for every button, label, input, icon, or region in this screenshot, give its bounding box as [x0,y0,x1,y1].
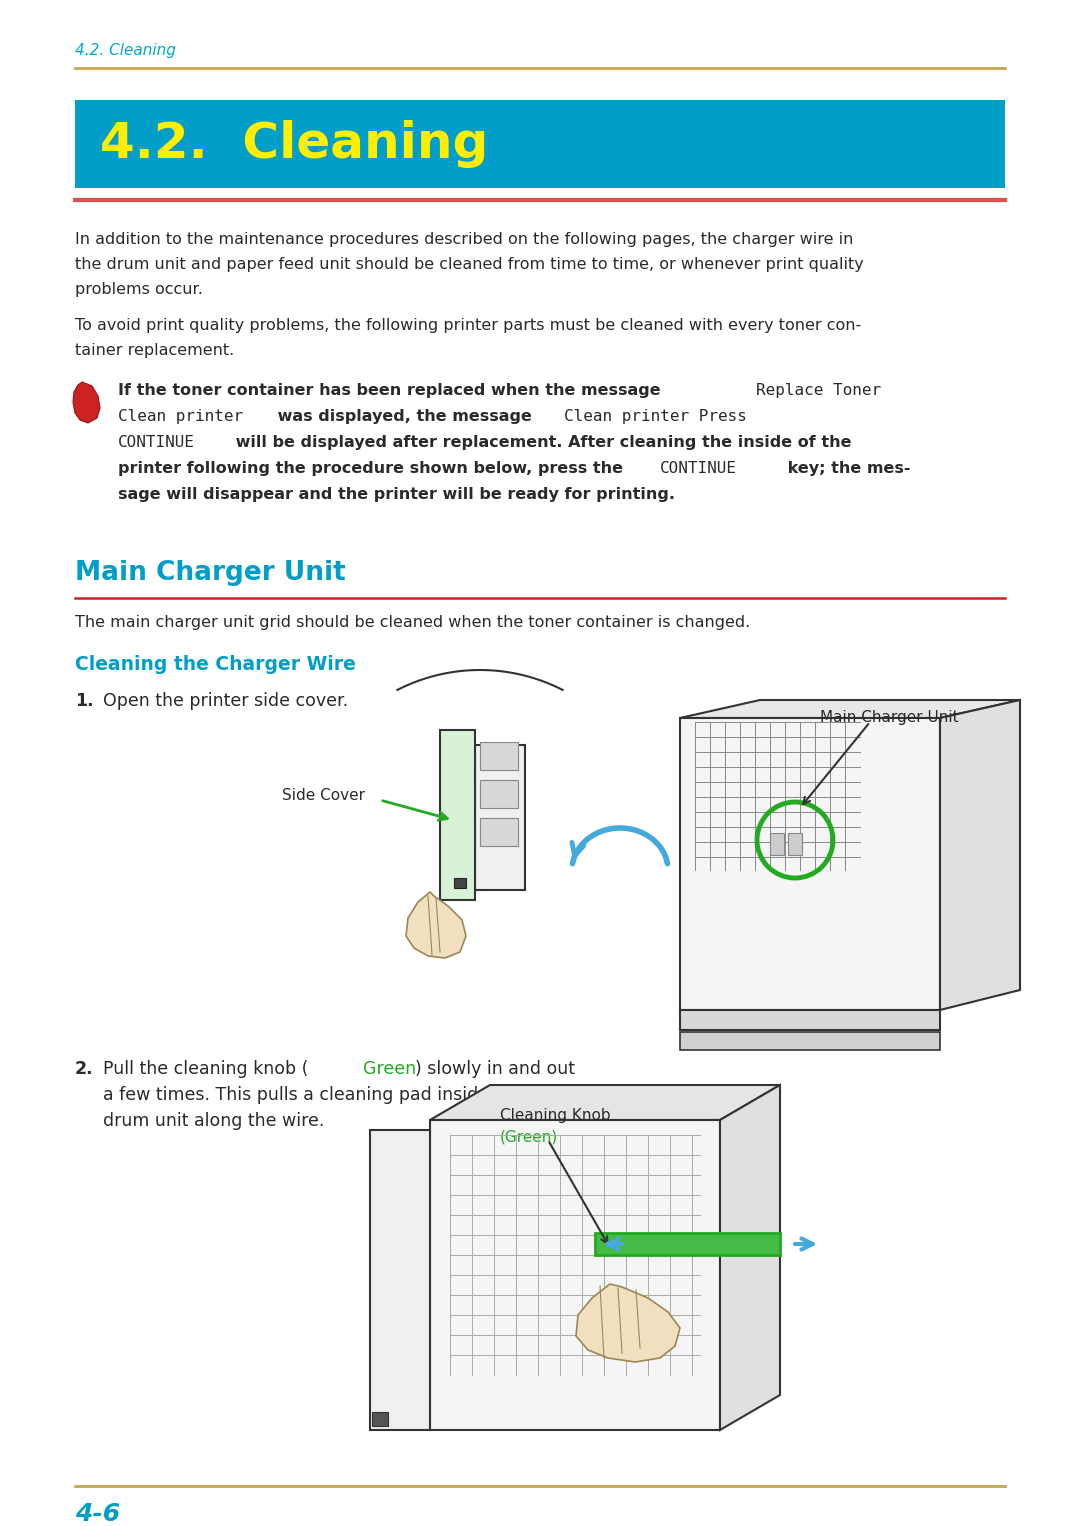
Text: 1.: 1. [75,691,94,710]
Polygon shape [475,745,525,890]
Text: The main charger unit grid should be cleaned when the toner container is changed: The main charger unit grid should be cle… [75,615,751,630]
Text: drum unit along the wire.: drum unit along the wire. [103,1112,324,1129]
FancyBboxPatch shape [480,780,518,807]
Text: (Green): (Green) [500,1129,558,1144]
Text: Cleaning the Charger Wire: Cleaning the Charger Wire [75,655,356,674]
Text: Pull the cleaning knob (: Pull the cleaning knob ( [103,1061,309,1077]
Text: Main Charger Unit: Main Charger Unit [820,710,959,725]
Text: Clean printer Press: Clean printer Press [564,409,747,424]
Text: a few times. This pulls a cleaning pad inside the: a few times. This pulls a cleaning pad i… [103,1087,523,1103]
Polygon shape [73,382,100,423]
Text: the drum unit and paper feed unit should be cleaned from time to time, or whenev: the drum unit and paper feed unit should… [75,256,864,272]
FancyBboxPatch shape [595,1233,780,1254]
Text: In addition to the maintenance procedures described on the following pages, the : In addition to the maintenance procedure… [75,232,853,247]
Text: will be displayed after replacement. After cleaning the inside of the: will be displayed after replacement. Aft… [230,435,851,450]
Text: Side Cover: Side Cover [282,787,365,803]
Text: Open the printer side cover.: Open the printer side cover. [103,691,348,710]
Polygon shape [940,700,1020,1010]
Text: Replace Toner: Replace Toner [756,383,881,398]
FancyBboxPatch shape [454,877,465,888]
Text: To avoid print quality problems, the following printer parts must be cleaned wit: To avoid print quality problems, the fol… [75,317,861,333]
Text: Cleaning Knob: Cleaning Knob [500,1108,610,1123]
Polygon shape [430,1120,720,1430]
Text: 4.2. Cleaning: 4.2. Cleaning [75,43,176,58]
Polygon shape [680,719,940,1010]
FancyBboxPatch shape [680,1032,940,1050]
Text: problems occur.: problems occur. [75,282,203,298]
Polygon shape [430,1085,780,1120]
FancyBboxPatch shape [770,833,784,855]
Text: If the toner container has been replaced when the message: If the toner container has been replaced… [118,383,661,398]
Text: Clean printer: Clean printer [118,409,243,424]
Polygon shape [406,893,465,958]
Text: ) slowly in and out: ) slowly in and out [415,1061,575,1077]
FancyBboxPatch shape [372,1412,388,1425]
Text: sage will disappear and the printer will be ready for printing.: sage will disappear and the printer will… [118,487,675,502]
Polygon shape [680,700,1020,719]
Text: Main Charger Unit: Main Charger Unit [75,560,346,586]
Text: was displayed, the message: was displayed, the message [272,409,531,424]
FancyBboxPatch shape [788,833,802,855]
FancyBboxPatch shape [480,818,518,845]
Text: key; the mes-: key; the mes- [782,461,910,476]
Polygon shape [576,1283,680,1363]
Text: 4.2.  Cleaning: 4.2. Cleaning [100,121,488,168]
Text: tainer replacement.: tainer replacement. [75,343,234,359]
Polygon shape [370,1129,430,1430]
Text: CONTINUE: CONTINUE [660,461,737,476]
FancyBboxPatch shape [480,742,518,771]
Text: printer following the procedure shown below, press the: printer following the procedure shown be… [118,461,629,476]
Text: Green: Green [363,1061,416,1077]
Text: 4-6: 4-6 [75,1502,120,1526]
Text: 2.: 2. [75,1061,94,1077]
Polygon shape [680,1010,940,1030]
FancyBboxPatch shape [75,101,1005,188]
Text: CONTINUE: CONTINUE [118,435,195,450]
Polygon shape [720,1085,780,1430]
Polygon shape [440,729,475,900]
